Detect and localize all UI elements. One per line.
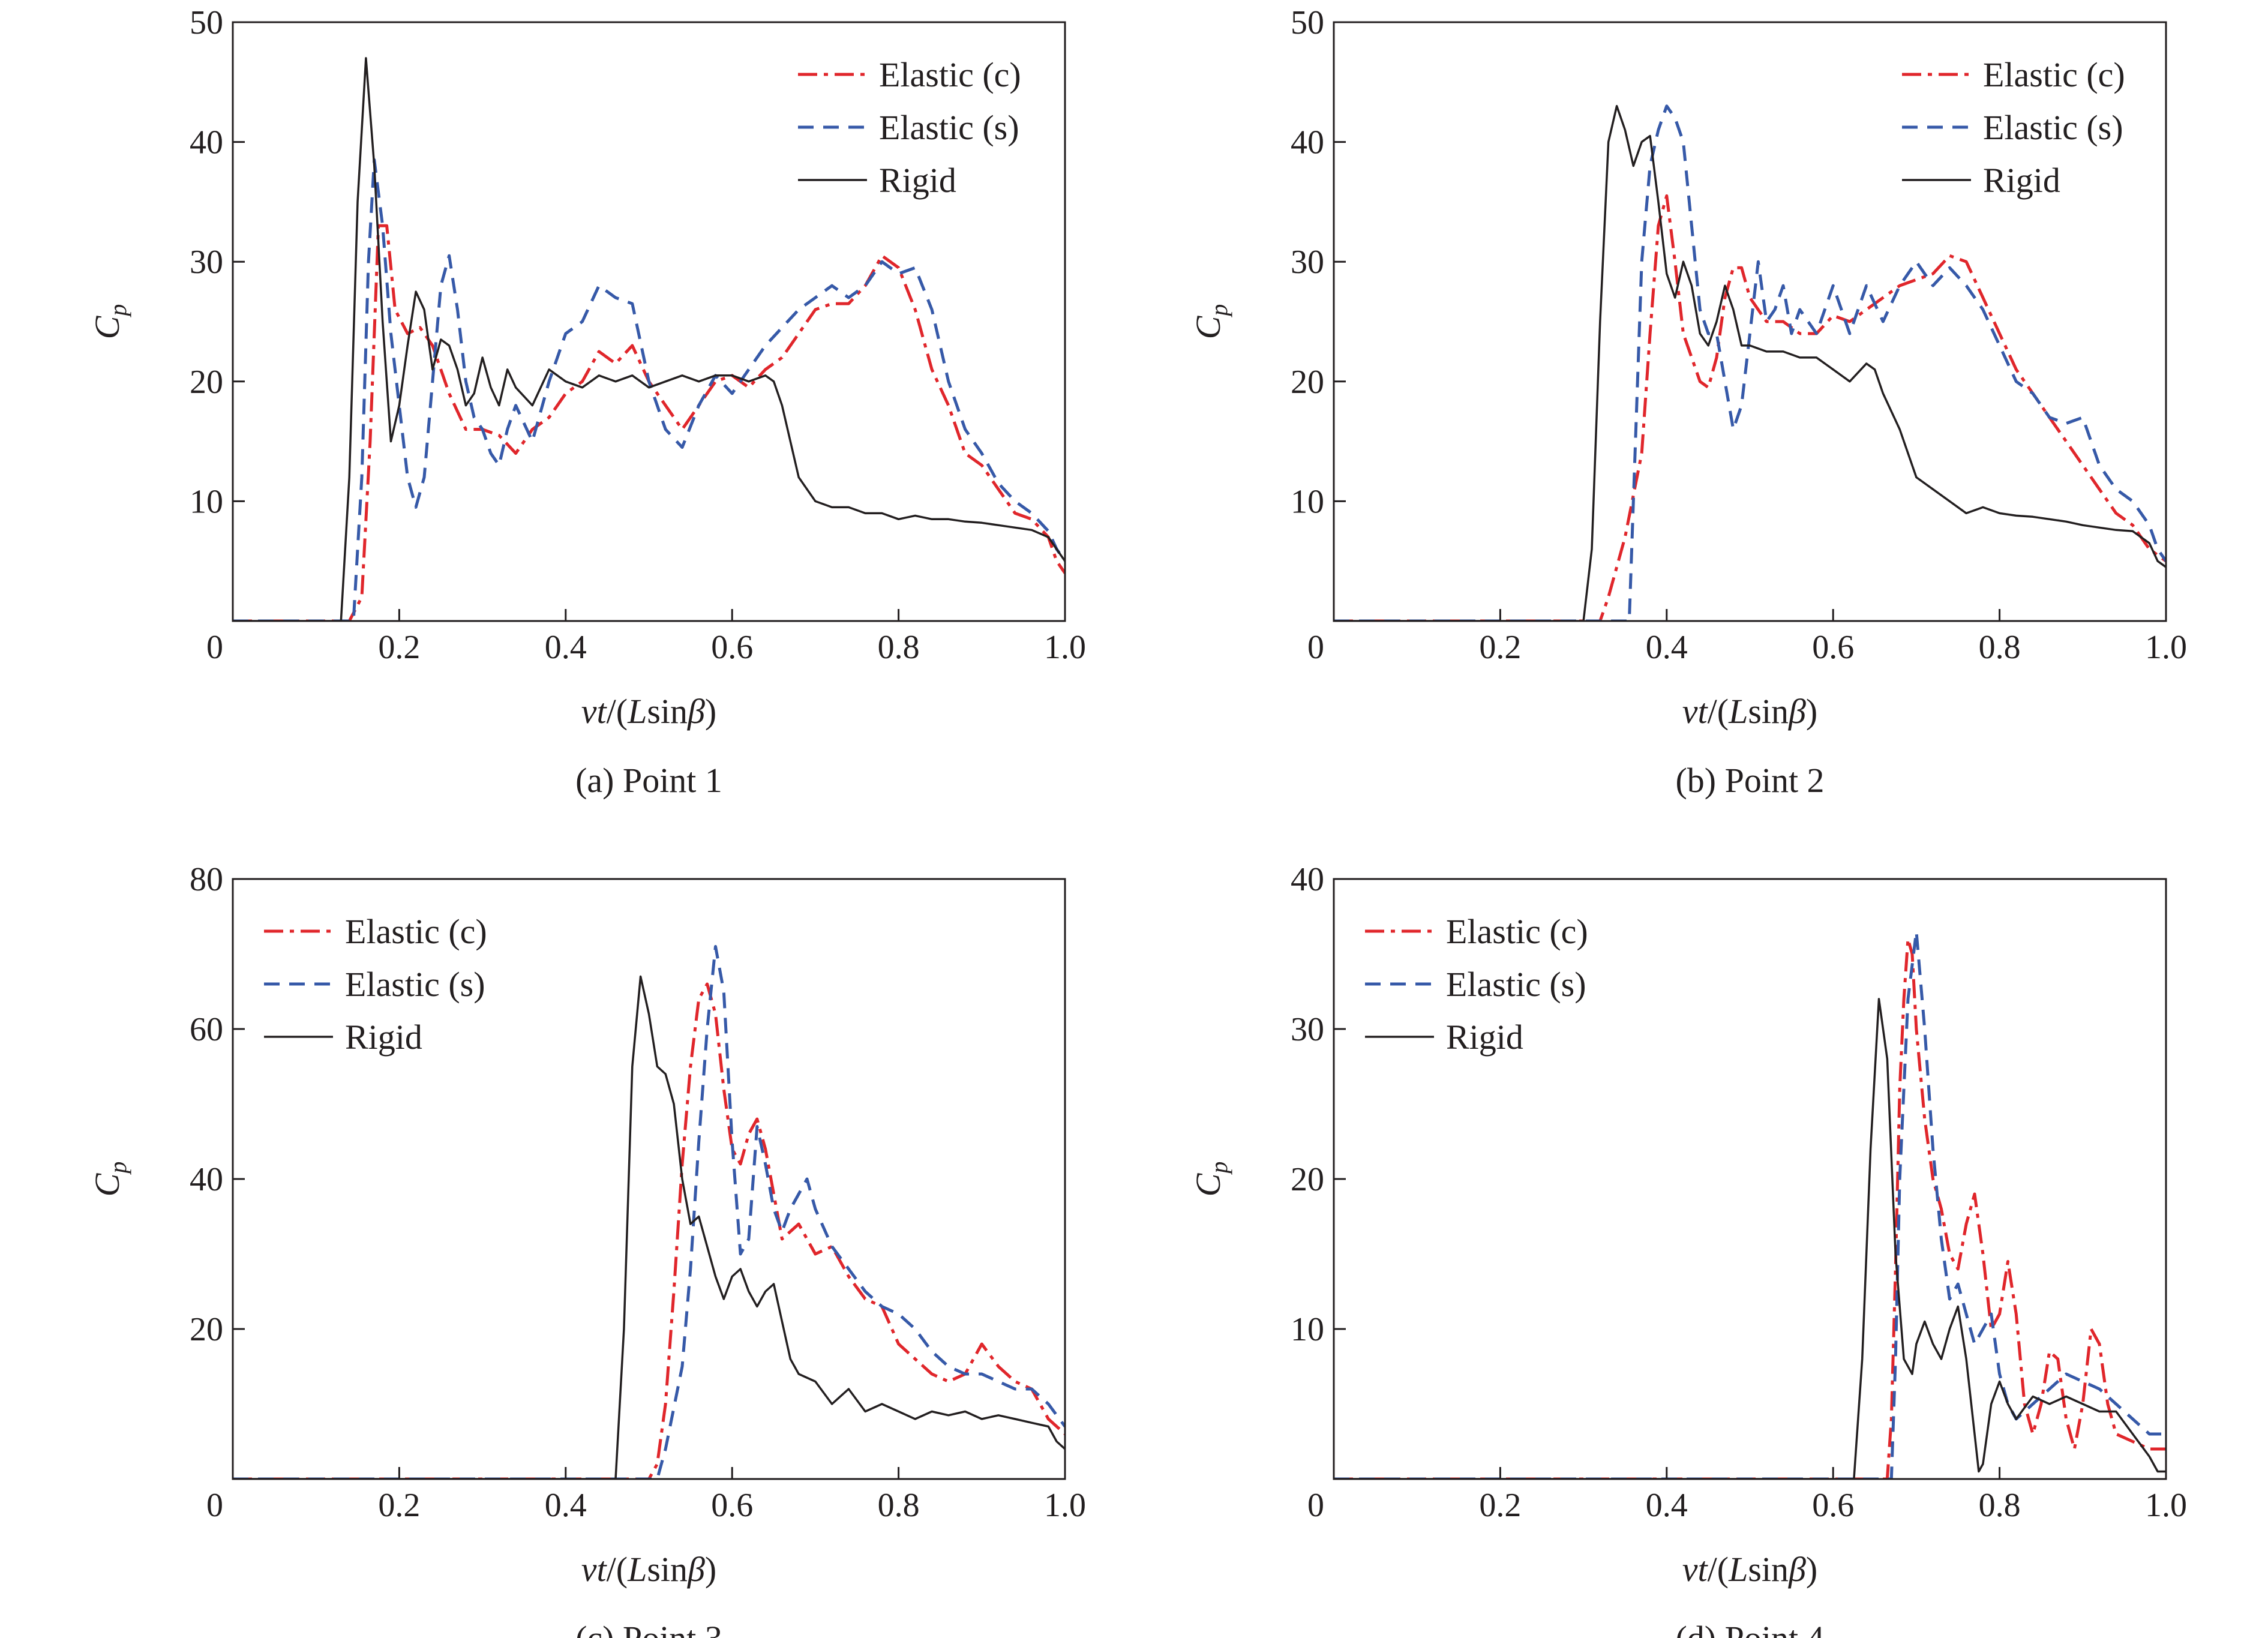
series-line-elastic-s [233,945,1065,1479]
x-tick-label: 0.2 [378,629,420,666]
x-tick-label: 0.6 [1812,1487,1854,1524]
legend-label: Elastic (c) [345,912,487,951]
x-tick-label: 0 [206,1487,223,1524]
legend-label: Elastic (s) [345,965,485,1004]
y-tick-label: 60 [190,1011,223,1048]
x-tick-label: 0.2 [1479,629,1521,666]
series-line-rigid [233,57,1065,621]
x-tick-label: 0.6 [711,1487,753,1524]
x-tick-label: 0.6 [711,629,753,666]
x-tick-label: 1.0 [1044,629,1086,666]
series-line-rigid [1334,998,2166,1479]
y-axis-label: Cp [88,1162,131,1197]
legend: Elastic (c) Elastic (s) Rigid [1902,55,2125,200]
x-tick-label: 1.0 [1044,1487,1086,1524]
x-tick-label: 0.4 [1646,629,1688,666]
x-tick-label: 0.4 [545,629,587,666]
y-tick-label: 20 [1291,364,1324,401]
y-tick-label: 10 [1291,483,1324,520]
y-tick-label: 40 [190,124,223,161]
chart-panel-2: 0 0.2 0.4 0.6 0.8 1.0 10 20 30 40 50 Cp vt/(Lsinβ) (b… [1189,4,2187,800]
panel-caption: (b) Point 2 [1675,761,1824,800]
series-line-elastic-s [233,158,1065,621]
x-tick-label: 0.2 [1479,1487,1521,1524]
x-tick-label: 0.8 [1979,1487,2021,1524]
legend: Elastic (c) Elastic (s) Rigid [1365,912,1588,1057]
x-tick-label: 1.0 [2145,1487,2187,1524]
x-axis-label: vt/(Lsinβ) [1682,1550,1817,1589]
legend-label: Elastic (s) [1446,965,1586,1004]
x-tick-label: 0.4 [545,1487,587,1524]
legend: Elastic (c) Elastic (s) Rigid [264,912,487,1057]
legend-label: Elastic (s) [1983,108,2123,147]
series-line-elastic-c [233,224,1065,621]
series-line-rigid [1334,104,2166,621]
series-line-elastic-c [233,982,1065,1479]
x-tick-label: 0 [1307,1487,1324,1524]
x-tick-label: 0.8 [878,629,920,666]
panel-caption: (a) Point 1 [575,761,722,800]
x-axis-label: vt/(Lsinβ) [1682,692,1817,731]
y-tick-label: 20 [1291,1161,1324,1198]
y-tick-label: 30 [190,244,223,281]
y-tick-label: 30 [1291,244,1324,281]
series-line-elastic-s [1334,104,2166,621]
x-axis-label: vt/(Lsinβ) [581,692,716,731]
y-tick-label: 50 [190,4,223,41]
legend-label: Rigid [1446,1018,1523,1057]
legend-label: Rigid [345,1018,422,1057]
chart-panel-1: 0 0.2 0.4 0.6 0.8 1.0 10 20 30 40 50 Cp vt/(Lsinβ) (a… [88,4,1086,800]
legend-label: Elastic (s) [879,108,1019,147]
y-tick-label: 30 [1291,1011,1324,1048]
panel-caption: (d) Point 4 [1675,1619,1824,1638]
y-tick-label: 50 [1291,4,1324,41]
y-axis-label: Cp [88,304,131,340]
y-tick-label: 40 [1291,861,1324,898]
y-tick-label: 20 [190,1311,223,1348]
legend-label: Rigid [1983,161,2060,200]
x-tick-label: 0.8 [1979,629,2021,666]
legend-label: Elastic (c) [1446,912,1588,951]
legend-label: Rigid [879,161,956,200]
x-tick-label: 0.4 [1646,1487,1688,1524]
legend-label: Elastic (c) [1983,55,2125,94]
chart-panel-3: 0 0.2 0.4 0.6 0.8 1.0 20 40 60 80 Cp vt/(Lsinβ) (c) … [88,861,1086,1638]
x-tick-label: 0 [206,629,223,666]
x-tick-label: 0.6 [1812,629,1854,666]
y-tick-label: 40 [1291,124,1324,161]
x-tick-label: 0.8 [878,1487,920,1524]
y-tick-label: 20 [190,364,223,401]
y-tick-label: 10 [1291,1311,1324,1348]
series-line-elastic-c [1334,194,2166,621]
y-tick-label: 10 [190,483,223,520]
y-axis-label: Cp [1189,1162,1232,1197]
series-line-elastic-s [1334,930,2166,1479]
chart-panel-4: 0 0.2 0.4 0.6 0.8 1.0 10 20 30 40 Cp vt/(Lsinβ) (d) … [1189,861,2187,1638]
series-line-rigid [233,975,1065,1479]
plot-frame [232,21,1066,622]
y-axis-label: Cp [1189,304,1232,340]
legend: Elastic (c) Elastic (s) Rigid [798,55,1021,200]
y-tick-label: 80 [190,861,223,898]
x-tick-label: 1.0 [2145,629,2187,666]
series-line-elastic-c [1334,937,2166,1479]
y-tick-label: 40 [190,1161,223,1198]
plot-frame [1333,21,2167,622]
panel-caption: (c) Point 3 [575,1619,722,1638]
legend-label: Elastic (c) [879,55,1021,94]
x-axis-label: vt/(Lsinβ) [581,1550,716,1589]
x-tick-label: 0 [1307,629,1324,666]
x-tick-label: 0.2 [378,1487,420,1524]
